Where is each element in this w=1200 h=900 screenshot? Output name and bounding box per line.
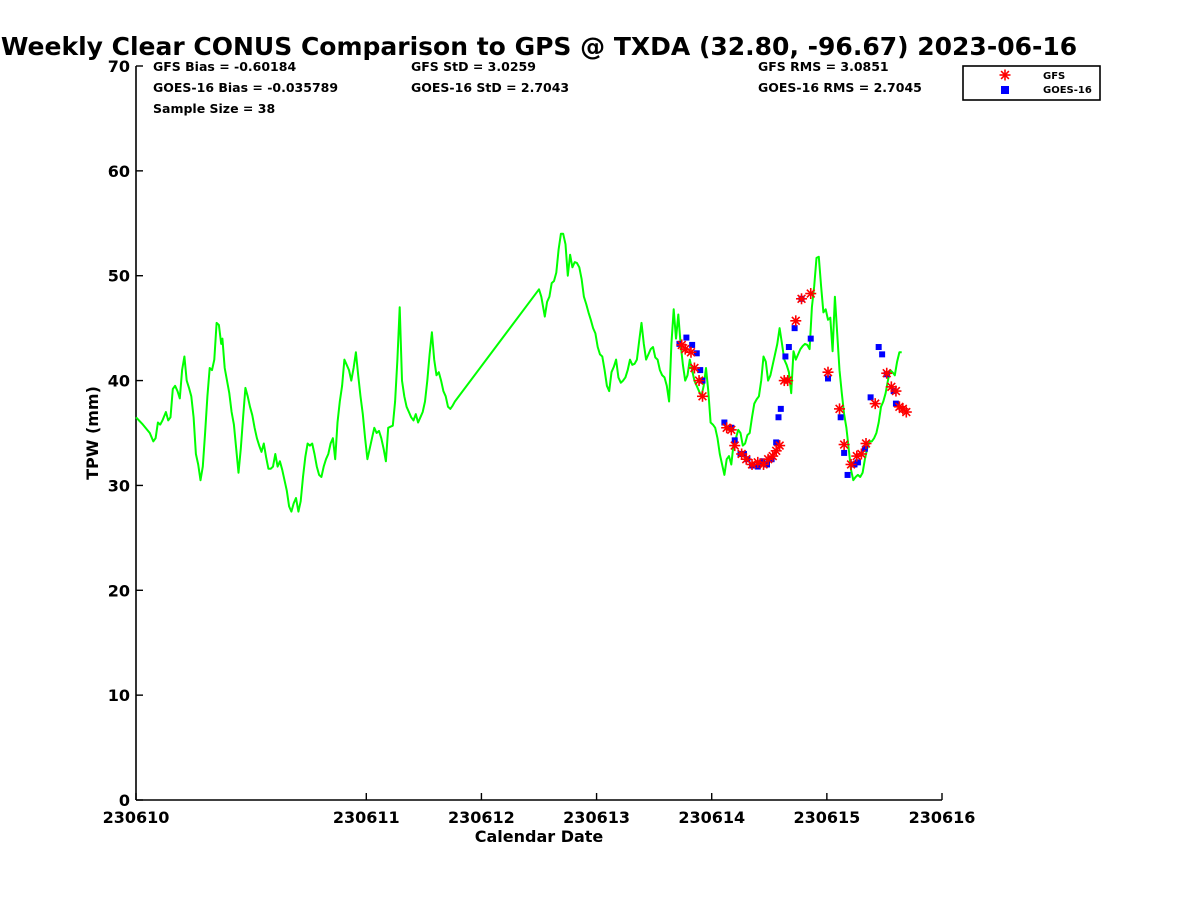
gfs-point	[685, 346, 697, 358]
goes16-point	[777, 405, 784, 412]
y-ticks: 0 10 20 30 40 50 60 70	[108, 57, 143, 810]
x-tick-label: 230613	[563, 808, 630, 827]
goes16-point	[825, 375, 832, 382]
gfs-point	[697, 390, 709, 402]
gfs-point	[890, 385, 902, 397]
goes16-point	[683, 334, 690, 341]
gfs-point	[796, 293, 808, 305]
y-tick-label: 0	[119, 791, 130, 810]
stat-gfs-bias: GFS Bias = -0.60184	[153, 59, 296, 74]
stat-gfs-rms: GFS RMS = 3.0851	[758, 59, 889, 74]
x-tick-label: 230611	[333, 808, 400, 827]
goes16-point	[775, 414, 782, 421]
gfs-point	[869, 398, 881, 410]
goes16-point	[879, 351, 886, 358]
stat-sample-size: Sample Size = 38	[153, 101, 275, 116]
goes16-point	[759, 458, 766, 465]
gfs-point	[729, 440, 741, 452]
x-tick-label: 230612	[448, 808, 515, 827]
gfs-point	[725, 424, 737, 436]
x-axis-label: Calendar Date	[475, 827, 604, 846]
x-tick-label: 230610	[103, 808, 170, 827]
y-tick-label: 20	[108, 581, 130, 600]
legend: GFS GOES-16	[962, 65, 1101, 101]
gfs-point	[805, 288, 817, 300]
legend-gfs-asterisk	[999, 69, 1011, 81]
y-tick-label: 70	[108, 57, 130, 76]
legend-goes-marker	[1001, 86, 1009, 94]
stat-goes-bias: GOES-16 Bias = -0.035789	[153, 80, 338, 95]
goes16-point	[854, 459, 861, 466]
legend-gfs-label: GFS	[1043, 71, 1065, 82]
y-tick-label: 30	[108, 476, 130, 495]
gfs-point	[860, 437, 872, 449]
goes16-point	[721, 419, 728, 426]
x-tick-label: 230616	[909, 808, 976, 827]
stat-goes-std: GOES-16 StD = 2.7043	[411, 80, 569, 95]
goes16-point	[867, 394, 874, 401]
plot-area	[135, 66, 942, 801]
goes16-point	[697, 367, 704, 374]
gfs-point	[693, 375, 705, 387]
goes16-point	[791, 325, 798, 332]
chart-title: Weekly Clear CONUS Comparison to GPS @ T…	[1, 32, 1077, 61]
gfs-point	[855, 448, 867, 460]
gfs-point	[822, 366, 834, 378]
y-tick-label: 40	[108, 372, 130, 391]
y-tick-label: 10	[108, 686, 130, 705]
goes16-point	[693, 350, 700, 357]
gfs-point	[782, 375, 794, 387]
goes16-point	[844, 471, 851, 478]
legend-goes-label: GOES-16	[1043, 85, 1092, 96]
x-tick-label: 230614	[678, 808, 745, 827]
legend-gfs-marker	[999, 69, 1011, 81]
gfs-point	[688, 362, 700, 374]
gfs-point	[881, 367, 893, 379]
gfs-point	[790, 315, 802, 327]
stat-goes-rms: GOES-16 RMS = 2.7045	[758, 80, 922, 95]
goes16-point	[689, 341, 696, 348]
x-tick-label: 230615	[793, 808, 860, 827]
gfs-point	[845, 458, 857, 470]
goes16-point	[807, 335, 814, 342]
y-axis-label: TPW (mm)	[83, 386, 102, 480]
y-tick-label: 50	[108, 267, 130, 286]
goes16-point	[841, 449, 848, 456]
goes16-point	[837, 414, 844, 421]
y-tick-label: 60	[108, 162, 130, 181]
goes16-point	[782, 353, 789, 360]
series-line-gps	[135, 232, 902, 513]
gfs-point	[900, 406, 912, 418]
series-layer	[135, 232, 912, 513]
gfs-point	[834, 403, 846, 415]
legend-box	[962, 65, 1101, 101]
gfs-point	[770, 445, 782, 457]
gfs-point	[774, 440, 786, 452]
goes16-point	[861, 445, 868, 452]
gfs-point	[838, 439, 850, 451]
x-ticks: 230610 230611 230612 230613 230614 230615 2306…	[103, 793, 976, 827]
goes16-point	[676, 340, 683, 347]
goes16-point	[875, 344, 882, 351]
goes16-point	[785, 344, 792, 351]
stat-gfs-std: GFS StD = 3.0259	[411, 59, 536, 74]
